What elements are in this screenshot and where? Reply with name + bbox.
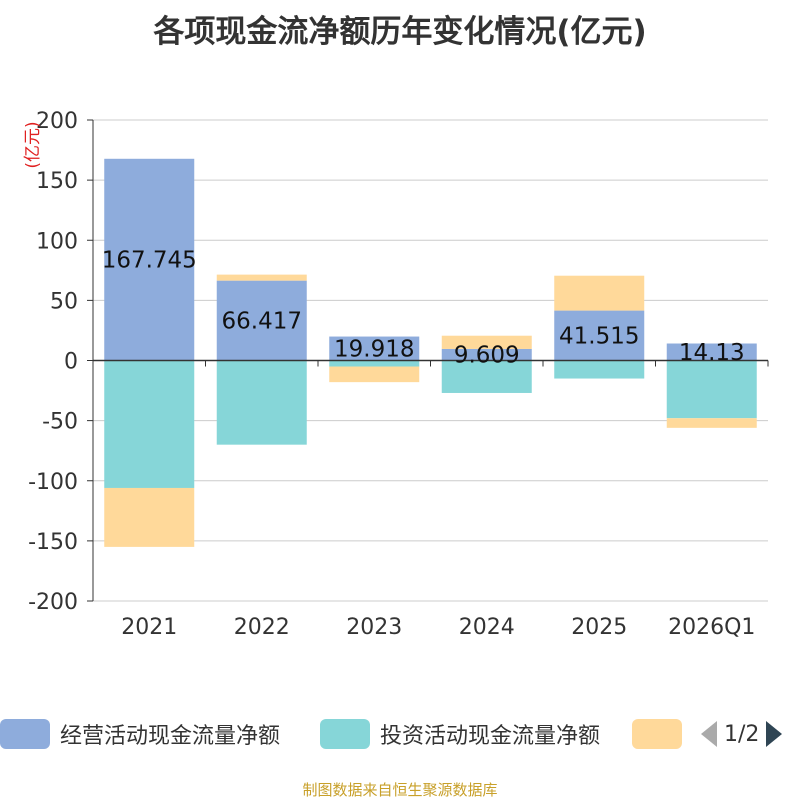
legend-pager: 1/2 <box>700 716 783 752</box>
bar-2021-series-0 <box>104 158 195 361</box>
y-tick-label: -100 <box>28 470 78 495</box>
y-tick-label: -150 <box>28 530 78 555</box>
x-tick-label: 2022 <box>234 615 290 640</box>
x-tick-label: 2026Q1 <box>668 615 755 640</box>
bar-2024-series-1 <box>441 360 532 393</box>
bar-2025-series-0 <box>554 310 645 361</box>
bar-2024-series-0 <box>441 348 532 361</box>
x-tick-label: 2025 <box>571 615 627 640</box>
bar-2021-series-2 <box>104 487 195 547</box>
bar-2024-series-2 <box>441 335 532 349</box>
bar-2021-series-1 <box>104 360 195 488</box>
legend-page-indicator: 1/2 <box>724 721 760 747</box>
x-tick-label: 2021 <box>121 615 177 640</box>
y-tick-label: 50 <box>50 289 78 314</box>
bar-2023-series-0 <box>329 336 420 361</box>
legend: 经营活动现金流量净额 投资活动现金流量净额 <box>0 716 800 752</box>
y-tick-label: 0 <box>64 350 78 375</box>
bar-2025-series-1 <box>554 360 645 379</box>
legend-label-operating: 经营活动现金流量净额 <box>60 724 281 749</box>
bar-2023-series-1 <box>329 360 420 367</box>
prev-page-icon[interactable] <box>700 720 718 748</box>
bar-2022-series-2 <box>216 274 307 281</box>
bar-2026Q1-series-1 <box>666 360 757 419</box>
footer-source: 制图数据来自恒生聚源数据库 <box>302 781 498 799</box>
legend-label-investing: 投资活动现金流量净额 <box>380 724 601 749</box>
legend-swatch-third <box>632 719 682 749</box>
legend-item-third[interactable] <box>632 716 682 752</box>
bar-2022-series-1 <box>216 360 307 445</box>
bar-2026Q1-series-0 <box>666 343 757 361</box>
legend-swatch-investing <box>320 719 370 749</box>
bar-2026Q1-series-2 <box>666 418 757 428</box>
next-page-icon[interactable] <box>765 720 783 748</box>
data-label-2023: 19.918 <box>334 337 414 363</box>
y-tick-label: 200 <box>36 109 78 134</box>
legend-swatch-operating <box>0 719 50 749</box>
y-tick-label: 150 <box>36 169 78 194</box>
y-axis-unit-label: (亿元) <box>23 121 43 168</box>
data-label-2026Q1: 14.13 <box>679 340 745 366</box>
data-label-2024: 9.609 <box>454 343 520 369</box>
chart-area: 200 150 100 50 0 -50 -100 -150 -200 (亿元) 167.745 66… <box>23 109 769 640</box>
y-tick-label: -50 <box>42 410 78 435</box>
data-label-2021: 167.745 <box>102 248 197 274</box>
legend-item-investing[interactable]: 投资活动现金流量净额 <box>320 716 600 752</box>
x-tick-label: 2024 <box>459 615 515 640</box>
legend-item-operating[interactable]: 经营活动现金流量净额 <box>0 716 280 752</box>
y-tick-label: 100 <box>36 229 78 254</box>
bar-2023-series-2 <box>329 366 420 383</box>
data-label-2022: 66.417 <box>222 309 302 335</box>
bar-2022-series-0 <box>216 280 307 361</box>
chart-title: 各项现金流净额历年变化情况(亿元) <box>153 14 647 50</box>
y-tick-label: -200 <box>28 590 78 615</box>
data-label-2025: 41.515 <box>559 324 639 350</box>
x-tick-label: 2023 <box>346 615 402 640</box>
bar-2025-series-2 <box>554 275 645 311</box>
